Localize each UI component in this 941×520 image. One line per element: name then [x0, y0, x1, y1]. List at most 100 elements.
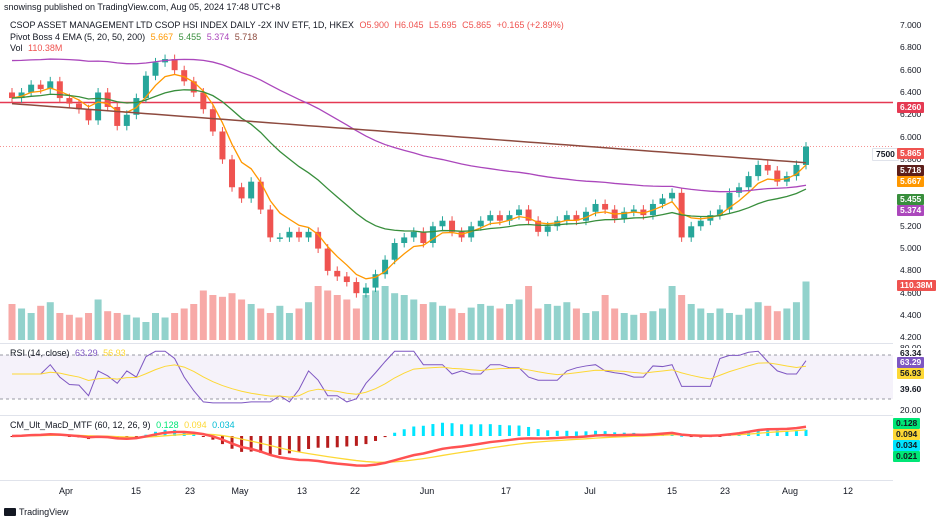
- symbol-title[interactable]: CSOP ASSET MANAGEMENT LTD CSOP HSI INDEX…: [10, 20, 354, 30]
- macd-label[interactable]: CM_Ult_MacD_MTF (60, 12, 26, 9): [10, 420, 151, 430]
- macd-hist-bar: [402, 429, 406, 436]
- macd-hist-bar: [469, 424, 473, 436]
- candle-body: [496, 215, 503, 221]
- macd-hist-bar: [249, 436, 253, 452]
- candle-body: [563, 215, 570, 221]
- time-axis-label: 15: [130, 486, 142, 496]
- vol-tag: 110.38M: [897, 280, 936, 291]
- macd-hist-value: 0.034: [212, 420, 235, 430]
- rsi-ma-value: 56.93: [103, 348, 126, 358]
- macd-hist-bar: [603, 431, 607, 436]
- macd-hist-bar: [479, 424, 483, 436]
- candle-body: [56, 81, 63, 99]
- ema20-tag: 5.455: [897, 194, 925, 205]
- candle-body: [774, 170, 781, 182]
- volume-bar: [295, 308, 303, 340]
- volume-bar: [190, 304, 198, 340]
- volume-bar: [467, 307, 475, 340]
- volume-bar: [764, 305, 772, 340]
- candle-body: [506, 215, 513, 221]
- volume-bar: [381, 286, 389, 340]
- volume-bar: [276, 305, 284, 340]
- rsi-axis-20: 20.00: [900, 405, 922, 415]
- ema-label[interactable]: Pivot Boss 4 EMA (5, 20, 50, 200): [10, 32, 146, 42]
- candle-body: [429, 226, 436, 243]
- rsi-ma-line: [12, 362, 807, 398]
- candle-body: [18, 92, 25, 99]
- close-value: C5.865: [462, 20, 492, 30]
- vol-label[interactable]: Vol: [10, 43, 23, 53]
- price-axis-label: 5.200: [900, 220, 922, 231]
- volume-bar: [697, 308, 705, 340]
- volume-bar: [649, 311, 657, 340]
- volume-bar: [18, 308, 26, 340]
- volume-bar: [199, 290, 207, 340]
- volume-bar: [238, 299, 246, 340]
- candle-body: [248, 181, 255, 199]
- candle-body: [535, 220, 542, 232]
- volume-bar: [372, 290, 380, 340]
- volume-bar: [142, 322, 150, 340]
- resistance-tag: 6.260: [897, 102, 925, 113]
- volume-bar: [410, 299, 418, 340]
- candle-body: [525, 209, 532, 221]
- candle-body: [401, 237, 408, 243]
- macd-value: 0.128: [156, 420, 179, 430]
- candle-body: [582, 211, 589, 221]
- macd-hist-bar: [527, 426, 531, 436]
- volume-bar: [620, 313, 628, 340]
- brand-label: TradingView: [19, 507, 69, 517]
- volume-bar: [65, 314, 73, 340]
- candle-body: [75, 103, 82, 110]
- candle-body: [257, 181, 264, 210]
- volume-bar: [438, 305, 446, 340]
- macd-hist-bar: [10, 436, 14, 437]
- volume-bar: [85, 313, 93, 340]
- candle-body: [85, 109, 92, 121]
- volume-bar: [792, 302, 800, 340]
- volume-bar: [218, 296, 226, 340]
- candle-body: [544, 226, 551, 232]
- volume-bar: [151, 313, 159, 340]
- ema50-value: 5.374: [206, 32, 230, 42]
- macd-hist-bar: [374, 436, 378, 441]
- candle-body: [420, 231, 427, 243]
- macd-hist-bar: [440, 422, 444, 436]
- candle-body: [229, 159, 236, 188]
- macd-hist-bar: [546, 430, 550, 436]
- volume-bar: [735, 314, 743, 340]
- macd-hist-bar: [507, 425, 511, 436]
- volume-bar: [745, 308, 753, 340]
- tradingview-brand[interactable]: TradingView: [4, 507, 69, 517]
- volume-bar: [123, 314, 131, 340]
- volume-bar: [247, 304, 255, 340]
- candle-body: [334, 270, 341, 277]
- volume-bar: [505, 304, 513, 340]
- macd-hist-bar: [488, 424, 492, 436]
- candle-body: [716, 209, 723, 216]
- price-axis-label: 6.400: [900, 86, 922, 97]
- volume-bar: [754, 302, 762, 340]
- candle-body: [688, 226, 695, 238]
- volume-bar: [687, 304, 695, 340]
- candle-body: [516, 209, 523, 216]
- candle-body: [745, 176, 752, 188]
- ema200-tag: 5.718: [897, 165, 925, 176]
- macd-hist-bar: [785, 431, 789, 436]
- ema5-value: 5.667: [150, 32, 174, 42]
- candle-body: [37, 84, 44, 90]
- macd-hist-bar: [345, 436, 349, 447]
- time-axis-label: May: [231, 486, 249, 496]
- volume-bar: [725, 313, 733, 340]
- volume-bar: [161, 317, 169, 340]
- candle-body: [190, 81, 197, 93]
- macd-hist-bar: [594, 430, 598, 436]
- volume-bar: [209, 295, 217, 340]
- candle-body: [630, 209, 637, 212]
- rsi-label[interactable]: RSI (14, close): [10, 348, 70, 358]
- candle-body: [123, 114, 130, 126]
- macd-tag: 0.128: [893, 418, 921, 429]
- candle-body: [736, 187, 743, 193]
- volume-bar: [180, 308, 188, 340]
